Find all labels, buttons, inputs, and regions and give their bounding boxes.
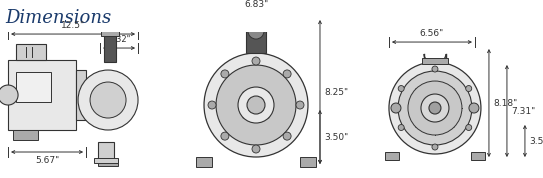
Text: 6.56": 6.56"	[420, 29, 444, 38]
Bar	[101, 31, 119, 36]
Circle shape	[421, 94, 449, 122]
Circle shape	[469, 103, 479, 113]
Circle shape	[283, 132, 291, 140]
Circle shape	[408, 81, 462, 135]
Circle shape	[247, 96, 265, 114]
Bar	[196, 157, 212, 167]
Circle shape	[391, 103, 401, 113]
Circle shape	[252, 145, 260, 153]
Text: 8.18": 8.18"	[493, 98, 517, 108]
Circle shape	[398, 125, 404, 130]
Text: Dimensions: Dimensions	[5, 9, 112, 27]
Bar	[98, 142, 114, 162]
Circle shape	[296, 101, 304, 109]
Text: 8.25": 8.25"	[324, 88, 348, 96]
Circle shape	[248, 23, 264, 39]
Bar	[422, 58, 448, 64]
Circle shape	[238, 87, 274, 123]
Circle shape	[466, 85, 472, 91]
Circle shape	[90, 82, 126, 118]
Text: 5.67": 5.67"	[35, 156, 59, 165]
Circle shape	[398, 71, 472, 145]
Text: 3.32": 3.32"	[108, 35, 130, 44]
Circle shape	[432, 66, 438, 72]
Circle shape	[208, 101, 216, 109]
Text: 7.31": 7.31"	[511, 106, 535, 116]
Circle shape	[252, 57, 260, 65]
Circle shape	[204, 53, 308, 157]
Bar	[94, 158, 118, 163]
Bar	[16, 72, 51, 102]
Bar	[13, 130, 38, 140]
Bar	[246, 21, 266, 53]
Bar	[104, 32, 116, 62]
Circle shape	[283, 70, 291, 78]
Text: 3.50": 3.50"	[529, 137, 543, 145]
Bar	[8, 60, 76, 130]
Bar	[76, 70, 86, 120]
Bar	[300, 157, 316, 167]
Text: 6.83": 6.83"	[244, 0, 268, 9]
Circle shape	[216, 65, 296, 145]
Bar	[385, 152, 399, 160]
Circle shape	[221, 70, 229, 78]
Circle shape	[389, 62, 481, 154]
Bar	[242, 17, 270, 23]
Text: 12.5": 12.5"	[61, 21, 85, 30]
Circle shape	[432, 144, 438, 150]
Circle shape	[429, 102, 441, 114]
Circle shape	[466, 125, 472, 130]
Circle shape	[0, 85, 18, 105]
Bar	[16, 44, 46, 60]
Bar	[98, 160, 118, 166]
Bar	[471, 152, 485, 160]
Circle shape	[78, 70, 138, 130]
Circle shape	[221, 132, 229, 140]
Circle shape	[398, 85, 404, 91]
Text: 3.50": 3.50"	[324, 132, 348, 142]
